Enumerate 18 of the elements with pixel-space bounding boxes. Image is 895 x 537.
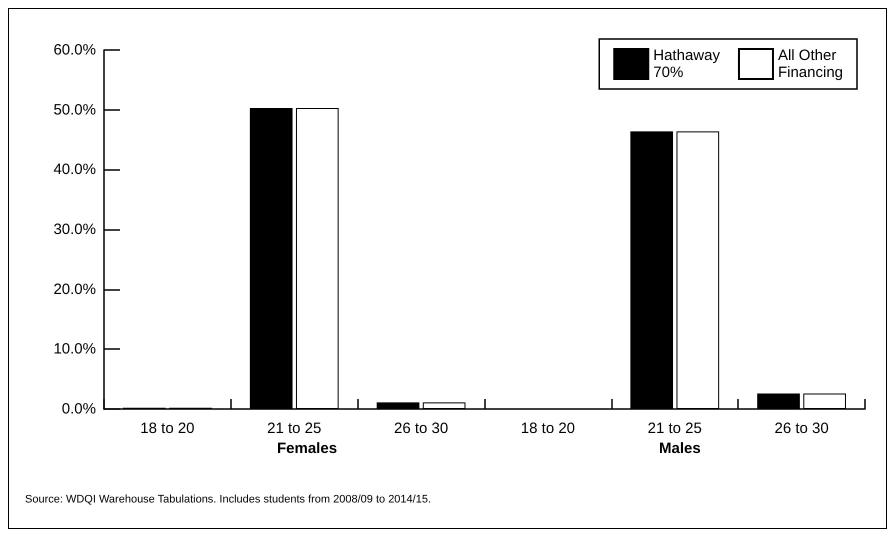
x-tick-label: 18 to 20 (140, 420, 195, 437)
x-tick-label: 18 to 20 (520, 420, 576, 437)
x-tick-label: 21 to 25 (648, 420, 702, 437)
y-tick-label: 50.0% (53, 101, 96, 118)
y-tick-label: 0.0% (62, 400, 96, 418)
y-tick-label: 10.0% (53, 340, 96, 358)
y-tick-label: 60.0% (53, 42, 96, 58)
legend-label: All Other Financing (778, 47, 844, 81)
y-tick-label: 30.0% (53, 221, 96, 238)
y-tick-label: 40.0% (53, 161, 96, 178)
text: Females (277, 440, 338, 457)
x-tick-label: 26 to 30 (774, 420, 829, 437)
source-note: Source: WDQI Warehouse Tabulations. Includes students from 2008/09 to 2014/15. (25, 494, 432, 506)
x-tick-label: 21 to 25 (267, 420, 322, 437)
text: Males (659, 440, 701, 457)
legend-label: Hathaway 70% (653, 47, 720, 81)
x-tick-label: 26 to 30 (394, 420, 448, 437)
y-tick-label: 20.0% (53, 280, 96, 298)
